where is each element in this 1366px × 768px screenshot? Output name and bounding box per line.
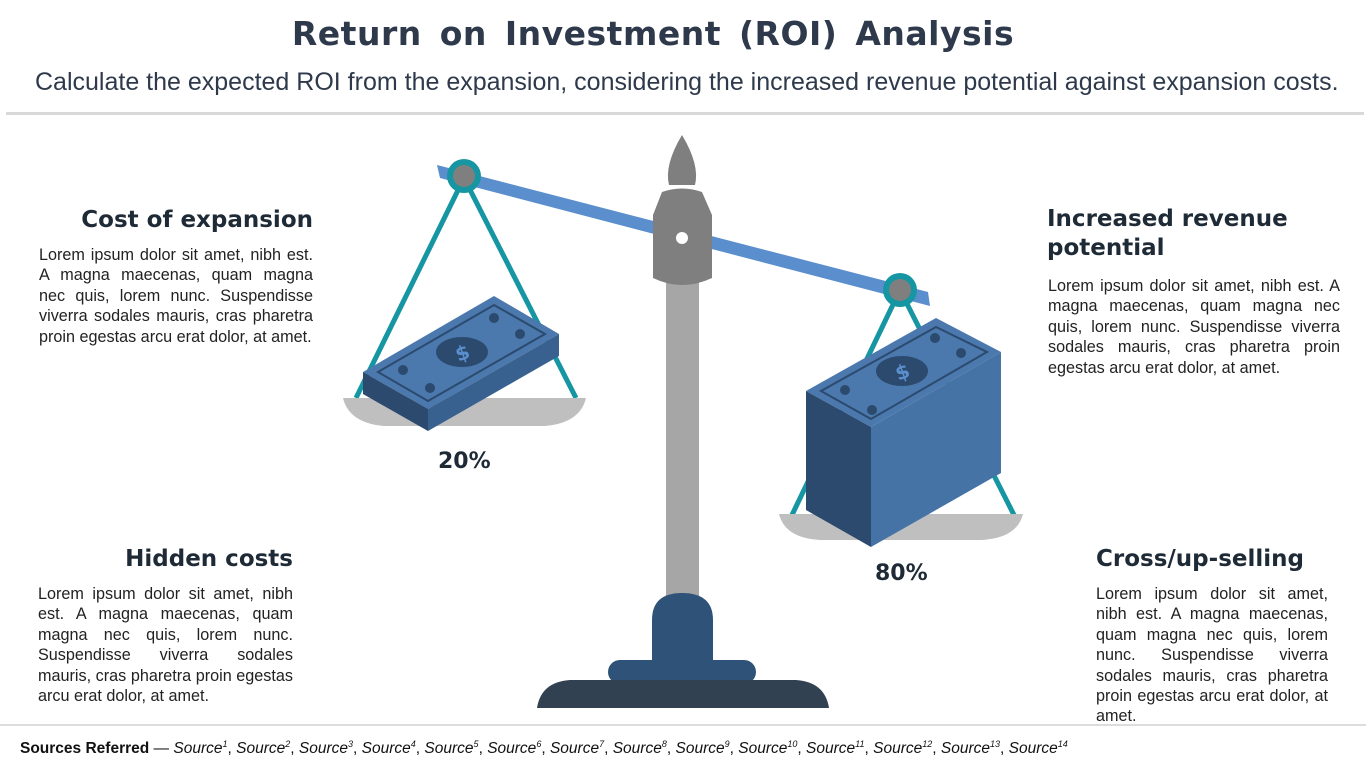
hidden-costs-title: Hidden costs — [125, 546, 293, 572]
source-number: 10 — [787, 739, 798, 749]
source-link[interactable]: Source9 — [675, 739, 730, 758]
cost-of-expansion-text: Lorem ipsum dolor sit amet, nibh est. A … — [39, 246, 313, 346]
source-number: 3 — [348, 739, 354, 749]
source-number: 14 — [1057, 739, 1068, 749]
scale-head — [653, 135, 712, 285]
source-link[interactable]: Source8 — [612, 739, 667, 758]
source-link[interactable]: Source11 — [806, 739, 865, 758]
source-number: 9 — [724, 739, 730, 749]
footer-divider — [0, 724, 1366, 726]
source-link[interactable]: Source5 — [424, 739, 479, 758]
money-stack-icon: $ — [363, 296, 559, 431]
cross-up-selling-text: Lorem ipsum dolor sit amet, nibh est. A … — [1096, 585, 1328, 726]
source-number: 7 — [599, 739, 605, 749]
source-link[interactable]: Source14 — [1008, 739, 1068, 758]
source-link[interactable]: Source4 — [361, 739, 416, 758]
cross-up-selling-title: Cross/up-selling — [1096, 546, 1304, 572]
increased-revenue-text: Lorem ipsum dolor sit amet, nibh est. A … — [1048, 277, 1340, 377]
source-number: 11 — [855, 739, 865, 749]
source-link[interactable]: Source1 — [173, 739, 228, 758]
source-link[interactable]: Source7 — [549, 739, 605, 758]
source-link[interactable]: Source3 — [298, 739, 354, 758]
left-pivot — [447, 159, 481, 193]
left-percent: 20% — [438, 449, 491, 474]
money-stack-icon: $ — [806, 318, 1001, 547]
sources-label: Sources Referred — [20, 740, 150, 758]
sources-footer: Sources Referred — Source1, Source2, Sou… — [20, 739, 1068, 758]
source-link[interactable]: Source2 — [236, 739, 291, 758]
left-chain — [353, 176, 579, 400]
scale-base — [537, 593, 829, 708]
right-percent: 80% — [875, 561, 928, 586]
hidden-costs-text: Lorem ipsum dolor sit amet, nibh est. A … — [38, 585, 293, 706]
right-pivot — [883, 273, 917, 307]
increased-revenue-title: Increased revenue potential — [1047, 206, 1288, 261]
scale-post — [666, 282, 699, 602]
source-link[interactable]: Source10 — [738, 739, 798, 758]
page-title: Return on Investment (ROI) Analysis — [291, 14, 1015, 53]
source-number: 4 — [410, 739, 416, 749]
source-number: 8 — [661, 739, 667, 749]
source-link[interactable]: Source13 — [940, 739, 1001, 758]
source-number: 6 — [536, 739, 542, 749]
cost-of-expansion-title: Cost of expansion — [81, 207, 313, 233]
source-number: 13 — [990, 739, 1001, 749]
source-number: 5 — [473, 739, 479, 749]
source-link[interactable]: Source12 — [873, 739, 933, 758]
header-divider — [6, 112, 1364, 115]
sources-dash: — — [153, 740, 170, 758]
source-number: 2 — [285, 739, 291, 749]
source-number: 12 — [922, 739, 933, 749]
page-subtitle: Calculate the expected ROI from the expa… — [35, 68, 1339, 96]
source-number: 1 — [222, 739, 228, 749]
sources-list: Source1, Source2, Source3, Source4, Sour… — [173, 739, 1068, 758]
source-link[interactable]: Source6 — [487, 739, 542, 758]
